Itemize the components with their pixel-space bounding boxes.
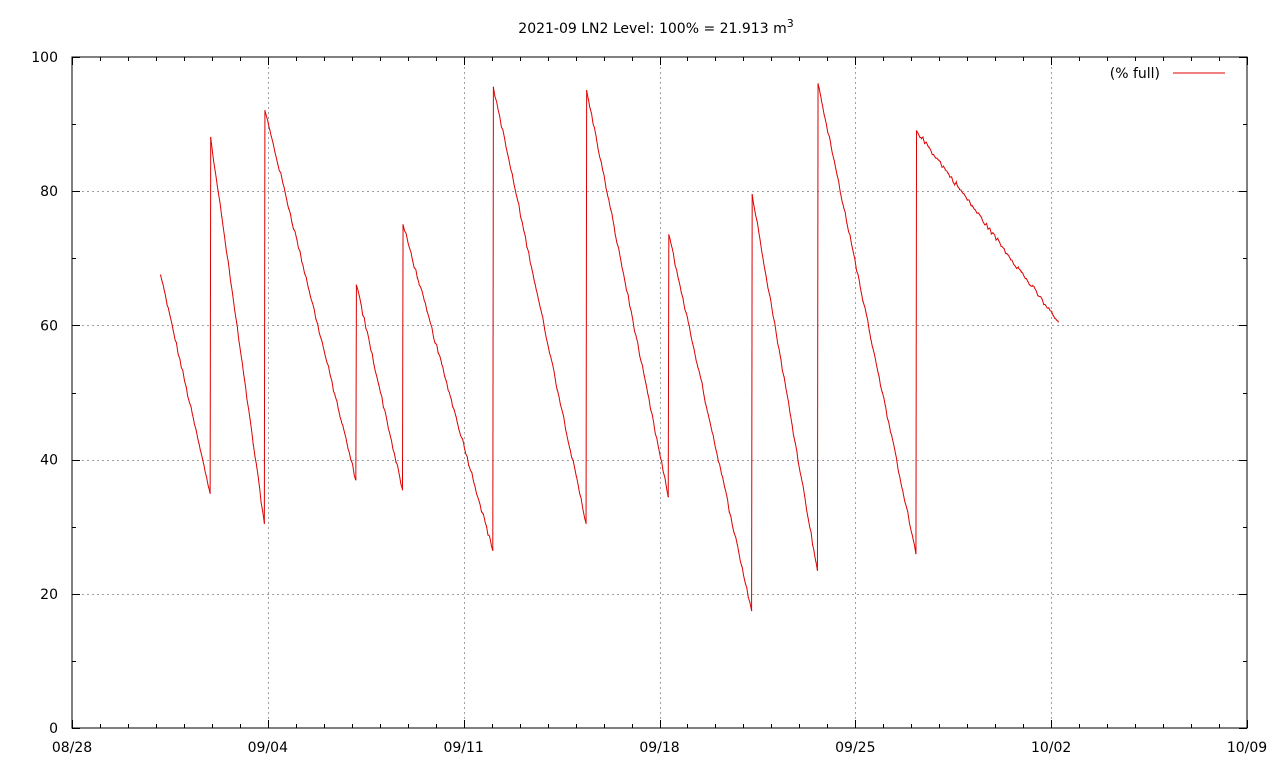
series-decline-segment [668, 234, 753, 611]
series-refill-segment [209, 137, 212, 494]
series-point [816, 569, 819, 571]
x-tick-label: 08/28 [52, 740, 92, 756]
series-decline-segment [751, 194, 818, 571]
series-point [1057, 321, 1059, 323]
series-decline-segment [586, 90, 669, 498]
series-refill-segment [263, 110, 266, 524]
series-refill-segment [401, 224, 404, 490]
series-decline-segment [264, 110, 357, 481]
chart-title: 2021-09 LN2 Level: 100% = 21.913 m3 [518, 17, 793, 37]
y-tick-label: 60 [40, 318, 58, 334]
series-point [750, 609, 753, 612]
series-point [264, 110, 266, 112]
series-point [915, 552, 917, 555]
series-decline-segment [916, 130, 1059, 323]
series-point [915, 130, 918, 132]
series-point [668, 234, 670, 236]
series-refill-segment [667, 234, 670, 497]
series-decline-segment [817, 83, 917, 555]
y-tick-label: 20 [40, 587, 58, 603]
series-decline-segment [355, 284, 403, 490]
series-point [159, 274, 162, 276]
series-point [263, 522, 265, 524]
series-decline-segment [402, 224, 494, 551]
y-tick-label: 80 [40, 184, 58, 200]
chart-title-superscript: 3 [787, 17, 794, 30]
series-point [401, 489, 404, 491]
legend: (% full) [1110, 66, 1225, 82]
series-refill-segment [751, 194, 753, 611]
series-decline-segment [210, 137, 265, 524]
series-point [492, 549, 494, 551]
x-tick-label: 09/18 [639, 740, 679, 756]
series-point [585, 522, 587, 524]
x-tick-labels: 08/28 09/04 09/11 09/18 09/25 10/02 10/09 [52, 740, 1267, 756]
x-tick-label: 09/25 [835, 740, 875, 756]
series-point [210, 136, 212, 139]
grid [72, 57, 1247, 728]
y-tick-label: 100 [31, 50, 58, 66]
y-tick-label: 40 [40, 453, 58, 469]
series-point [667, 495, 669, 498]
series-0 [159, 83, 1059, 612]
series-refill-segment [355, 285, 357, 480]
plot-frame [71, 56, 1248, 729]
chart-title-text: 2021-09 LN2 Level: 100% = 21.913 m [518, 21, 786, 37]
series-refill-segment [585, 90, 588, 524]
x-tick-label: 09/11 [443, 740, 483, 756]
x-tick-label: 10/02 [1031, 740, 1071, 756]
y-tick-label: 0 [49, 721, 58, 737]
series-point [355, 284, 358, 286]
series-point [355, 479, 357, 481]
x-tick-label: 09/04 [248, 740, 288, 756]
series-refill-segment [816, 83, 819, 571]
legend-label: (% full) [1110, 66, 1160, 82]
series-decline-segment [492, 87, 587, 524]
series-refill-segment [915, 130, 918, 554]
series-point [817, 83, 819, 85]
tick-marks [72, 57, 1248, 729]
series-layer [159, 83, 1059, 612]
series-point [492, 86, 494, 88]
series-point [209, 492, 211, 494]
series-refill-segment [492, 87, 494, 551]
series-point [402, 224, 404, 226]
series-decline-segment [160, 274, 211, 494]
series-point [586, 89, 588, 92]
series-point [751, 193, 753, 196]
y-tick-labels: 0 20 40 60 80 100 [31, 50, 58, 737]
x-tick-label: 10/09 [1227, 740, 1267, 756]
